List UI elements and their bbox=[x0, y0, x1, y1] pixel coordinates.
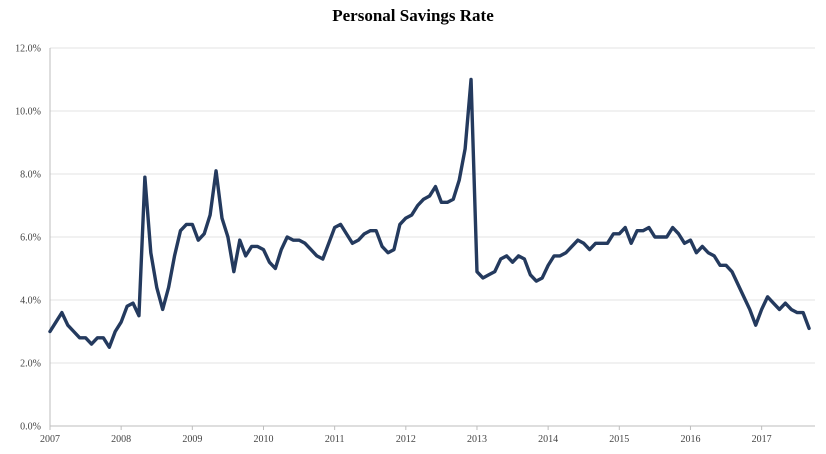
x-tick-label: 2015 bbox=[609, 434, 629, 445]
series-layer bbox=[48, 77, 811, 349]
x-tick-label: 2008 bbox=[111, 434, 131, 445]
series-line bbox=[48, 77, 811, 349]
x-tick-label: 2010 bbox=[253, 434, 273, 445]
x-tick-label: 2017 bbox=[752, 434, 772, 445]
y-tick-label: 4.0% bbox=[20, 296, 41, 307]
x-tick-label: 2014 bbox=[538, 434, 558, 445]
y-tick-label: 6.0% bbox=[20, 233, 41, 244]
y-axis-tick-labels: 0.0% 2.0% 4.0% 6.0% 8.0% 10.0% 12.0% bbox=[15, 44, 41, 433]
x-tick-label: 2016 bbox=[680, 434, 700, 445]
y-tick-label: 8.0% bbox=[20, 170, 41, 181]
x-axis-tick-labels: 2007 2008 2009 2010 2011 2012 2013 2014 2015 2016… bbox=[40, 434, 772, 445]
axes bbox=[49, 48, 815, 430]
x-tick-label: 2013 bbox=[467, 434, 487, 445]
x-tick-label: 2011 bbox=[325, 434, 345, 445]
gridlines bbox=[50, 47, 815, 364]
chart-title: Personal Savings Rate bbox=[332, 6, 494, 25]
y-tick-label: 0.0% bbox=[20, 422, 41, 433]
x-tick-label: 2009 bbox=[182, 434, 202, 445]
y-tick-label: 2.0% bbox=[20, 359, 41, 370]
y-tick-label: 10.0% bbox=[15, 107, 41, 118]
y-tick-label: 12.0% bbox=[15, 44, 41, 55]
x-tick-label: 2012 bbox=[396, 434, 416, 445]
x-tick-label: 2007 bbox=[40, 434, 60, 445]
